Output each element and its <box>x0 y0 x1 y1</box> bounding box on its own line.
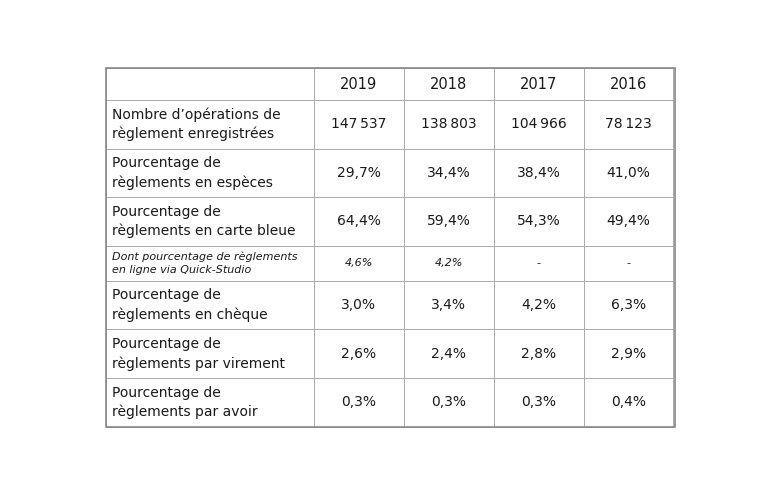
Bar <box>106 100 314 148</box>
Bar <box>494 148 584 197</box>
Bar <box>494 329 584 378</box>
Text: 147 537: 147 537 <box>331 117 386 131</box>
Bar <box>314 378 404 427</box>
Text: 2017: 2017 <box>520 76 557 92</box>
Bar <box>404 197 494 245</box>
Text: 3,0%: 3,0% <box>341 298 376 312</box>
Bar <box>106 68 314 100</box>
Bar <box>494 197 584 245</box>
Text: 2,8%: 2,8% <box>521 347 556 361</box>
Text: 3,4%: 3,4% <box>431 298 466 312</box>
Bar <box>494 281 584 329</box>
Text: 0,3%: 0,3% <box>341 395 376 409</box>
Bar <box>106 281 314 329</box>
Bar <box>404 245 494 281</box>
Text: 49,4%: 49,4% <box>607 215 651 228</box>
Bar <box>106 197 314 245</box>
Text: 2016: 2016 <box>610 76 647 92</box>
Text: Pourcentage de
règlements en espèces: Pourcentage de règlements en espèces <box>112 156 273 190</box>
Text: Pourcentage de
règlements par virement: Pourcentage de règlements par virement <box>112 337 285 370</box>
Text: 54,3%: 54,3% <box>517 215 560 228</box>
Bar <box>404 281 494 329</box>
Bar <box>494 378 584 427</box>
Bar <box>584 378 674 427</box>
Bar <box>584 100 674 148</box>
Text: 104 966: 104 966 <box>511 117 566 131</box>
Bar <box>404 100 494 148</box>
Bar <box>314 148 404 197</box>
Bar <box>494 245 584 281</box>
Bar <box>584 68 674 100</box>
Text: 0,4%: 0,4% <box>611 395 646 409</box>
Text: 2019: 2019 <box>340 76 377 92</box>
Bar <box>314 197 404 245</box>
Text: 59,4%: 59,4% <box>427 215 470 228</box>
Text: -: - <box>536 258 540 269</box>
Text: 2,6%: 2,6% <box>341 347 376 361</box>
Bar <box>314 245 404 281</box>
Bar <box>106 148 314 197</box>
Text: 6,3%: 6,3% <box>611 298 646 312</box>
Text: Nombre d’opérations de
règlement enregistrées: Nombre d’opérations de règlement enregis… <box>112 107 280 141</box>
Bar <box>584 148 674 197</box>
Text: 4,2%: 4,2% <box>521 298 556 312</box>
Text: Pourcentage de
règlements en carte bleue: Pourcentage de règlements en carte bleue <box>112 204 296 238</box>
Bar <box>494 100 584 148</box>
Text: 2,9%: 2,9% <box>611 347 646 361</box>
Bar <box>404 329 494 378</box>
Bar <box>404 148 494 197</box>
Bar <box>106 245 314 281</box>
Text: 2,4%: 2,4% <box>431 347 466 361</box>
Text: 29,7%: 29,7% <box>337 166 380 180</box>
Bar <box>106 378 314 427</box>
Bar <box>404 68 494 100</box>
Text: 34,4%: 34,4% <box>427 166 470 180</box>
Text: 4,2%: 4,2% <box>434 258 463 269</box>
Bar <box>314 281 404 329</box>
Text: 0,3%: 0,3% <box>431 395 466 409</box>
Text: Pourcentage de
règlements en chèque: Pourcentage de règlements en chèque <box>112 288 267 322</box>
Bar <box>314 329 404 378</box>
Text: 41,0%: 41,0% <box>607 166 651 180</box>
Text: 64,4%: 64,4% <box>337 215 380 228</box>
Text: 78 123: 78 123 <box>605 117 652 131</box>
Bar <box>584 281 674 329</box>
Text: 138 803: 138 803 <box>421 117 476 131</box>
Bar <box>314 68 404 100</box>
Text: Pourcentage de
règlements par avoir: Pourcentage de règlements par avoir <box>112 386 258 419</box>
Text: 4,6%: 4,6% <box>344 258 373 269</box>
Text: 38,4%: 38,4% <box>517 166 561 180</box>
Text: Dont pourcentage de règlements
en ligne via Quick-Studio: Dont pourcentage de règlements en ligne … <box>112 251 297 275</box>
Bar <box>494 68 584 100</box>
Bar <box>584 245 674 281</box>
Bar <box>314 100 404 148</box>
Bar <box>584 197 674 245</box>
Bar <box>404 378 494 427</box>
Text: -: - <box>626 258 630 269</box>
Bar <box>106 329 314 378</box>
Bar <box>584 329 674 378</box>
Text: 0,3%: 0,3% <box>521 395 556 409</box>
Text: 2018: 2018 <box>430 76 467 92</box>
